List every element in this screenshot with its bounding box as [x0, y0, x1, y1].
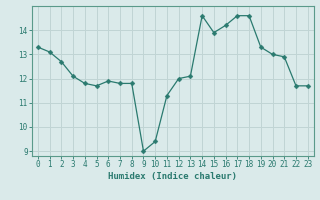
X-axis label: Humidex (Indice chaleur): Humidex (Indice chaleur) [108, 172, 237, 181]
